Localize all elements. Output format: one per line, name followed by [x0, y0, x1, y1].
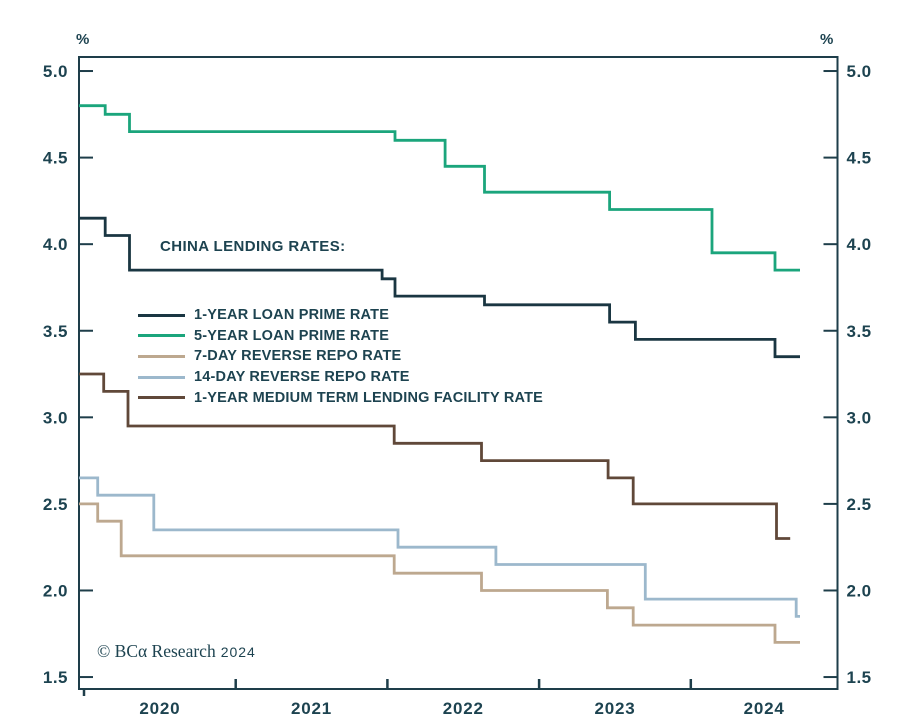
- right-axis-tick-label: 4.5: [847, 149, 872, 168]
- x-axis-year-label: 2022: [443, 699, 484, 718]
- x-axis-year-label: 2021: [291, 699, 332, 718]
- left-axis-tick-label: 3.5: [43, 322, 68, 341]
- copyright-text: © BCα Research: [97, 641, 216, 661]
- left-axis-tick-label: 2.5: [43, 495, 68, 514]
- legend-item-label: 14-DAY REVERSE REPO RATE: [194, 369, 410, 386]
- legend-item-14d-repo: 14-DAY REVERSE REPO RATE: [138, 367, 543, 388]
- x-axis-year-label: 2023: [594, 699, 635, 718]
- left-axis-tick-label: 4.0: [43, 235, 68, 254]
- legend-item-7d-repo: 7-DAY REVERSE REPO RATE: [138, 346, 543, 367]
- right-axis-tick-label: 1.5: [847, 668, 872, 687]
- series-line: [79, 372, 791, 540]
- left-axis-tick-label: 3.0: [43, 408, 68, 427]
- legend-swatch-14d-repo: [138, 375, 185, 379]
- legend-swatch-1y-mlf: [138, 396, 185, 400]
- left-axis-tick-label: 5.0: [43, 62, 68, 81]
- right-axis-tick-label: 4.0: [847, 235, 872, 254]
- left-axis-unit-label: %: [76, 31, 90, 48]
- copyright-notice: © BCα Research 2024: [97, 641, 256, 662]
- legend-item-1y-lpr: 1-YEAR LOAN PRIME RATE: [138, 305, 543, 326]
- legend-item-label: 5-YEAR LOAN PRIME RATE: [194, 327, 390, 344]
- right-axis-tick-label: 3.5: [847, 322, 872, 341]
- legend-swatch-5y-lpr: [138, 334, 185, 338]
- left-axis-tick-label: 2.0: [43, 581, 68, 600]
- left-axis-tick-label: 1.5: [43, 668, 68, 687]
- legend-item-label: 1-YEAR LOAN PRIME RATE: [194, 307, 390, 324]
- legend-item-label: 7-DAY REVERSE REPO RATE: [194, 348, 402, 365]
- right-axis-unit-label: %: [820, 31, 834, 48]
- legend-title: CHINA LENDING RATES:: [160, 238, 346, 255]
- series-line: [79, 502, 800, 644]
- right-axis-tick-label: 2.0: [847, 581, 872, 600]
- legend-item-label: 1-YEAR MEDIUM TERM LENDING FACILITY RATE: [194, 389, 544, 406]
- legend-item-1y-mlf: 1-YEAR MEDIUM TERM LENDING FACILITY RATE: [138, 387, 543, 408]
- right-axis-tick-label: 5.0: [847, 62, 872, 81]
- x-axis-year-label: 2024: [744, 699, 785, 718]
- series-line: [79, 216, 800, 359]
- x-axis-year-label: 2020: [139, 699, 180, 718]
- right-axis-tick-label: 2.5: [847, 495, 872, 514]
- left-axis-tick-label: 4.5: [43, 149, 68, 168]
- legend-item-5y-lpr: 5-YEAR LOAN PRIME RATE: [138, 326, 543, 347]
- series-line: [79, 476, 800, 618]
- copyright-year: 2024: [220, 644, 256, 660]
- legend-swatch-1y-lpr: [138, 313, 185, 317]
- series-line: [79, 104, 800, 272]
- right-axis-tick-label: 3.0: [847, 408, 872, 427]
- chart-legend: 1-YEAR LOAN PRIME RATE 5-YEAR LOAN PRIME…: [138, 305, 543, 408]
- legend-swatch-7d-repo: [138, 354, 185, 358]
